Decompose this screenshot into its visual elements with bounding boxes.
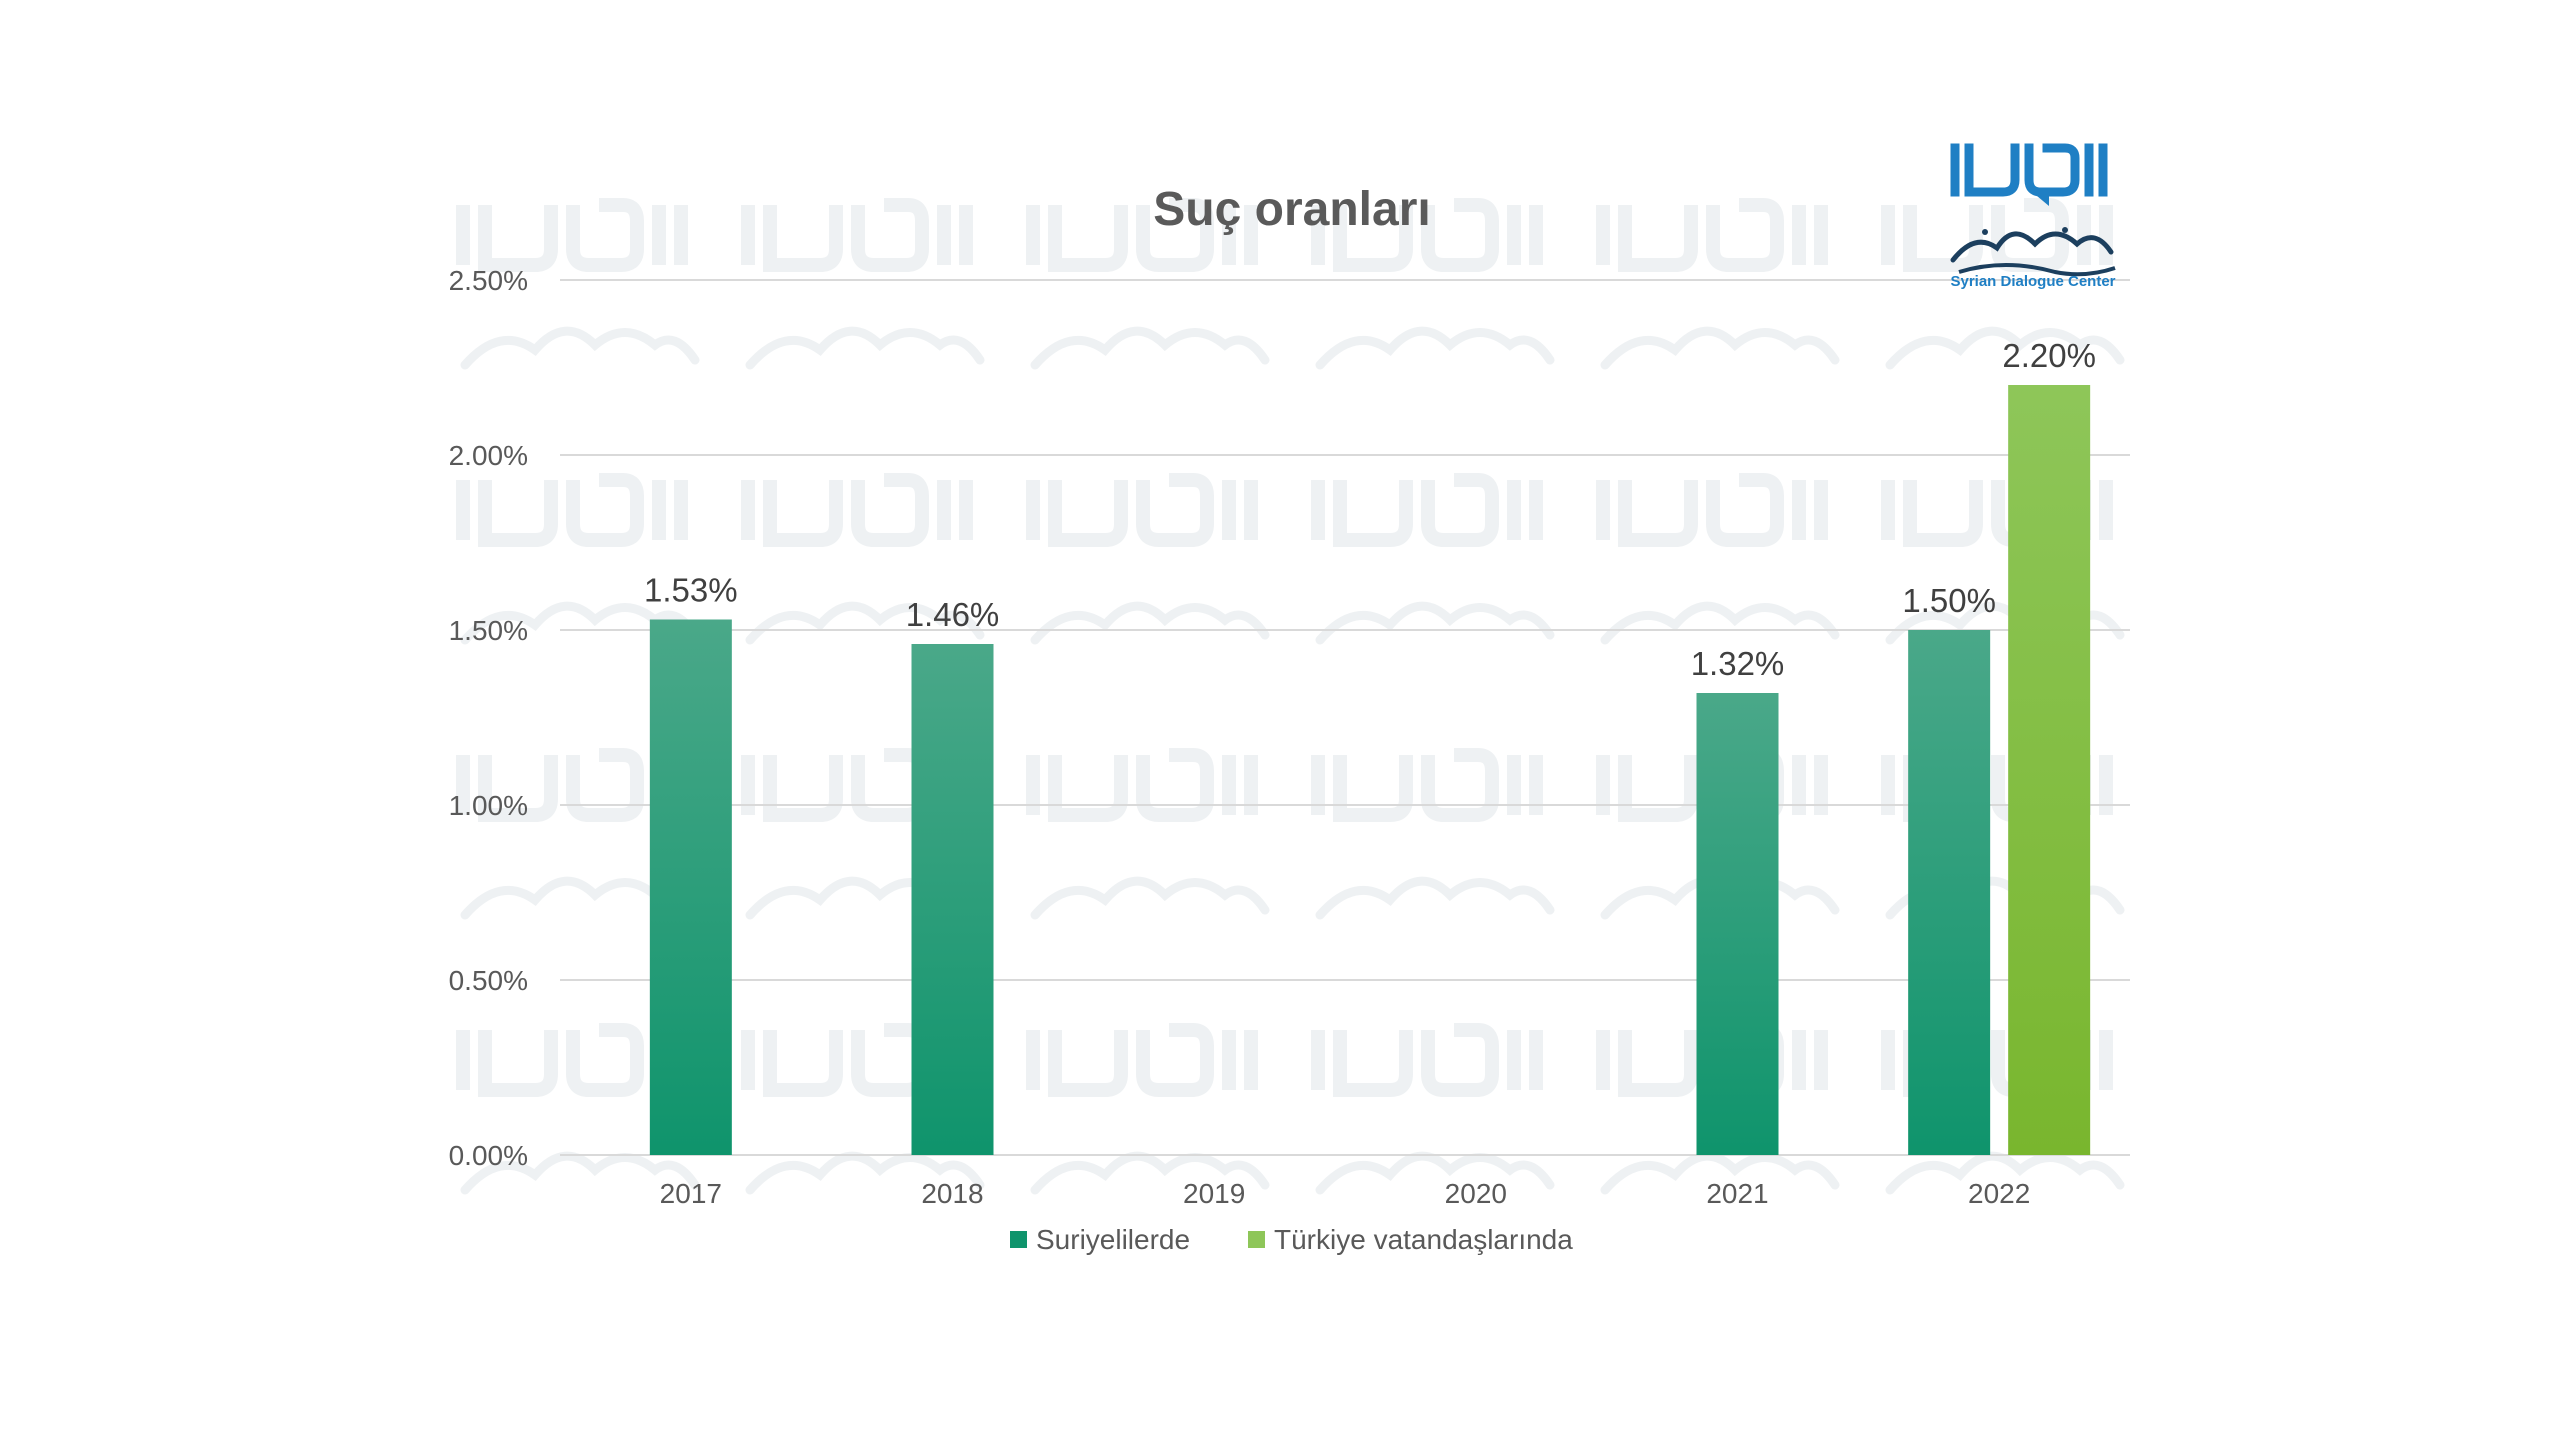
x-axis-ticks: 2017 2018 2019 2020 2021 2022 xyxy=(660,1178,2031,1209)
watermark-logo xyxy=(1026,1023,1270,1195)
x-tick-label: 2019 xyxy=(1183,1178,1245,1209)
legend-swatch xyxy=(1248,1231,1265,1248)
data-label: 1.32% xyxy=(1691,645,1785,682)
watermark-logo xyxy=(1596,198,1840,370)
data-label: 1.50% xyxy=(1902,582,1996,619)
data-label: 1.53% xyxy=(644,572,738,609)
watermark-logo xyxy=(1596,473,1840,645)
watermark-logo xyxy=(741,473,985,645)
watermark-logo xyxy=(741,198,985,370)
syrian-dialogue-center-logo: Syrian Dialogue Center xyxy=(1950,143,2116,290)
bars xyxy=(649,385,2091,1155)
y-tick-label: 0.50% xyxy=(449,965,528,996)
y-tick-label: 2.00% xyxy=(449,440,528,471)
legend-swatch xyxy=(1010,1231,1027,1248)
watermark-logo xyxy=(456,473,700,645)
watermark-logo xyxy=(1311,198,1555,370)
chart-title: Suç oranları xyxy=(1153,183,1430,236)
bar-suriyelilerde-2017 xyxy=(649,619,732,1155)
bar-suriyelilerde-2021 xyxy=(1696,693,1779,1155)
y-axis-ticks: 0.00% 0.50% 1.00% 1.50% 2.00% 2.50% xyxy=(449,265,528,1171)
x-tick-label: 2017 xyxy=(660,1178,722,1209)
watermark-logo xyxy=(456,1023,700,1195)
y-tick-label: 2.50% xyxy=(449,265,528,296)
bar-türkiye-vatandaşlarında-2022 xyxy=(2008,385,2091,1155)
watermark-logo xyxy=(1311,1023,1555,1195)
watermark-logo xyxy=(1311,748,1555,920)
y-tick-label: 1.50% xyxy=(449,615,528,646)
x-tick-label: 2022 xyxy=(1968,1178,2030,1209)
watermark-logo xyxy=(1026,748,1270,920)
gridlines xyxy=(560,279,2130,1156)
legend-label: Suriyelilerde xyxy=(1036,1224,1190,1255)
bar-suriyelilerde-2022 xyxy=(1908,630,1991,1155)
data-label: 1.46% xyxy=(906,596,1000,633)
watermark-logo xyxy=(1311,473,1555,645)
y-tick-label: 0.00% xyxy=(449,1140,528,1171)
legend: Suriyelilerde Türkiye vatandaşlarında xyxy=(1010,1224,1573,1255)
y-tick-label: 1.00% xyxy=(449,790,528,821)
x-tick-label: 2018 xyxy=(921,1178,983,1209)
legend-label: Türkiye vatandaşlarında xyxy=(1274,1224,1573,1255)
x-tick-label: 2020 xyxy=(1445,1178,1507,1209)
watermark-logo xyxy=(1881,198,2125,370)
data-label: 2.20% xyxy=(2002,337,2096,374)
bar-suriyelilerde-2018 xyxy=(911,644,994,1155)
logo-text: Syrian Dialogue Center xyxy=(1950,273,2115,290)
watermark-logo xyxy=(1026,198,1270,370)
data-labels: 1.53% 1.46% 1.32% 1.50% 2.20% xyxy=(644,337,2096,682)
x-tick-label: 2021 xyxy=(1706,1178,1768,1209)
watermark-logo xyxy=(456,198,700,370)
watermark-logo xyxy=(1026,473,1270,645)
